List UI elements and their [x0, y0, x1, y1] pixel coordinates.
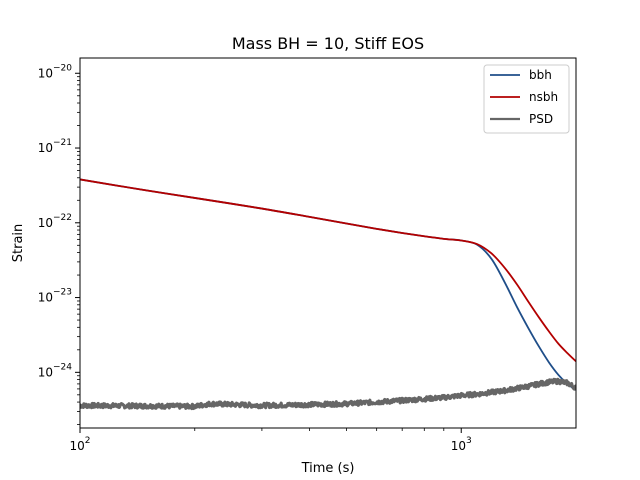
- x-axis-label: Time (s): [301, 461, 355, 476]
- legend: bbh nsbh PSD: [483, 64, 570, 134]
- y-axis-ticks: 10−24 10−23 10−22 10−21 10−20: [38, 63, 80, 425]
- series-line-nsbh: [80, 178, 576, 363]
- legend-label-bbh: bbh: [529, 68, 552, 82]
- x-axis-ticks: 102 103: [69, 428, 472, 453]
- legend-box: [483, 64, 570, 134]
- y-tick-label: 10−22: [38, 213, 72, 230]
- y-tick-label: 10−24: [38, 362, 73, 379]
- series-layer: [80, 178, 576, 411]
- y-tick-label: 10−21: [38, 138, 72, 155]
- y-axis-label: Strain: [11, 224, 26, 263]
- y-tick-label: 10−23: [38, 288, 72, 305]
- plot-frame: [79, 57, 577, 429]
- x-tick-label: 103: [451, 436, 472, 453]
- y-tick-label: 10−20: [38, 63, 73, 80]
- x-tick-label: 102: [69, 436, 90, 453]
- legend-label-nsbh: nsbh: [529, 90, 558, 104]
- legend-label-psd: PSD: [529, 112, 553, 126]
- chart-title: Mass BH = 10, Stiff EOS: [232, 34, 424, 53]
- series-line-psd: [80, 377, 576, 411]
